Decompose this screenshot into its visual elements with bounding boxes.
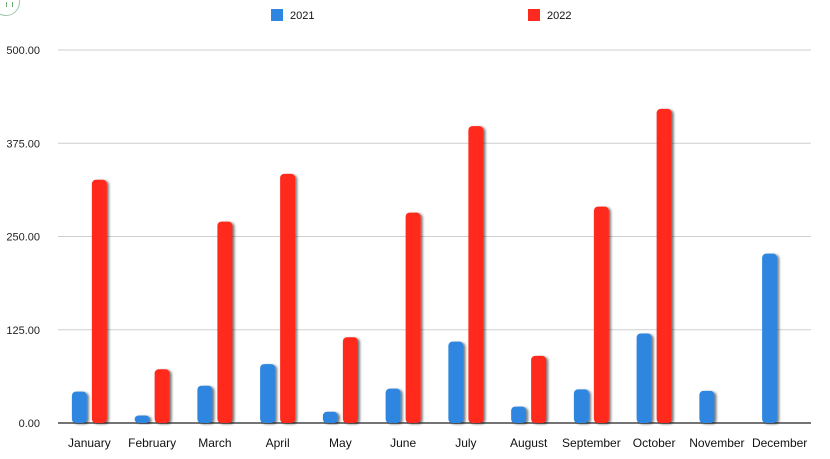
bar-2021-december <box>762 253 778 423</box>
legend-swatch-2021 <box>271 9 283 21</box>
y-tick-label: 0.00 <box>19 418 40 430</box>
x-tick-label: November <box>689 436 744 450</box>
bar-2021-july <box>448 341 464 423</box>
x-tick-label: August <box>510 436 548 450</box>
x-tick-label: January <box>68 436 111 450</box>
x-tick-label: December <box>752 436 807 450</box>
y-tick-label: 500.00 <box>6 45 40 57</box>
x-tick-label: September <box>562 436 621 450</box>
bar-2021-april <box>260 364 276 423</box>
bar-2022-may <box>342 337 358 423</box>
y-tick-label: 375.00 <box>6 138 40 150</box>
x-tick-label: May <box>329 436 352 450</box>
x-tick-label: June <box>390 436 416 450</box>
bar-2021-march <box>197 385 213 423</box>
legend-label-2021: 2021 <box>290 10 314 22</box>
y-tick-label: 125.00 <box>6 325 40 337</box>
x-tick-label: July <box>455 436 476 450</box>
legend-label-2022: 2022 <box>547 10 571 22</box>
bar-2021-june <box>385 388 401 423</box>
bar-2022-april <box>280 173 296 423</box>
bar-2022-september <box>593 206 609 423</box>
bar-2022-august <box>531 355 547 423</box>
bar-2021-september <box>573 389 589 423</box>
y-tick-label: 250.00 <box>6 232 40 244</box>
x-tick-label: February <box>128 436 176 450</box>
legend-swatch-2022 <box>528 9 540 21</box>
x-tick-label: March <box>198 436 231 450</box>
bar-2022-october <box>656 108 672 424</box>
bar-2021-november <box>699 390 715 423</box>
bar-2021-february <box>134 415 150 423</box>
bar-2022-february <box>154 369 170 423</box>
bar-2021-may <box>322 411 338 423</box>
bar-2022-january <box>91 179 107 423</box>
x-tick-label: October <box>633 436 676 450</box>
bar-2021-october <box>636 333 652 423</box>
bar-2022-march <box>217 221 233 423</box>
bar-2021-august <box>511 406 527 423</box>
bar-2021-january <box>71 391 87 423</box>
x-tick-label: April <box>266 436 290 450</box>
bar-2022-july <box>468 126 484 423</box>
bar-2022-june <box>405 212 421 423</box>
